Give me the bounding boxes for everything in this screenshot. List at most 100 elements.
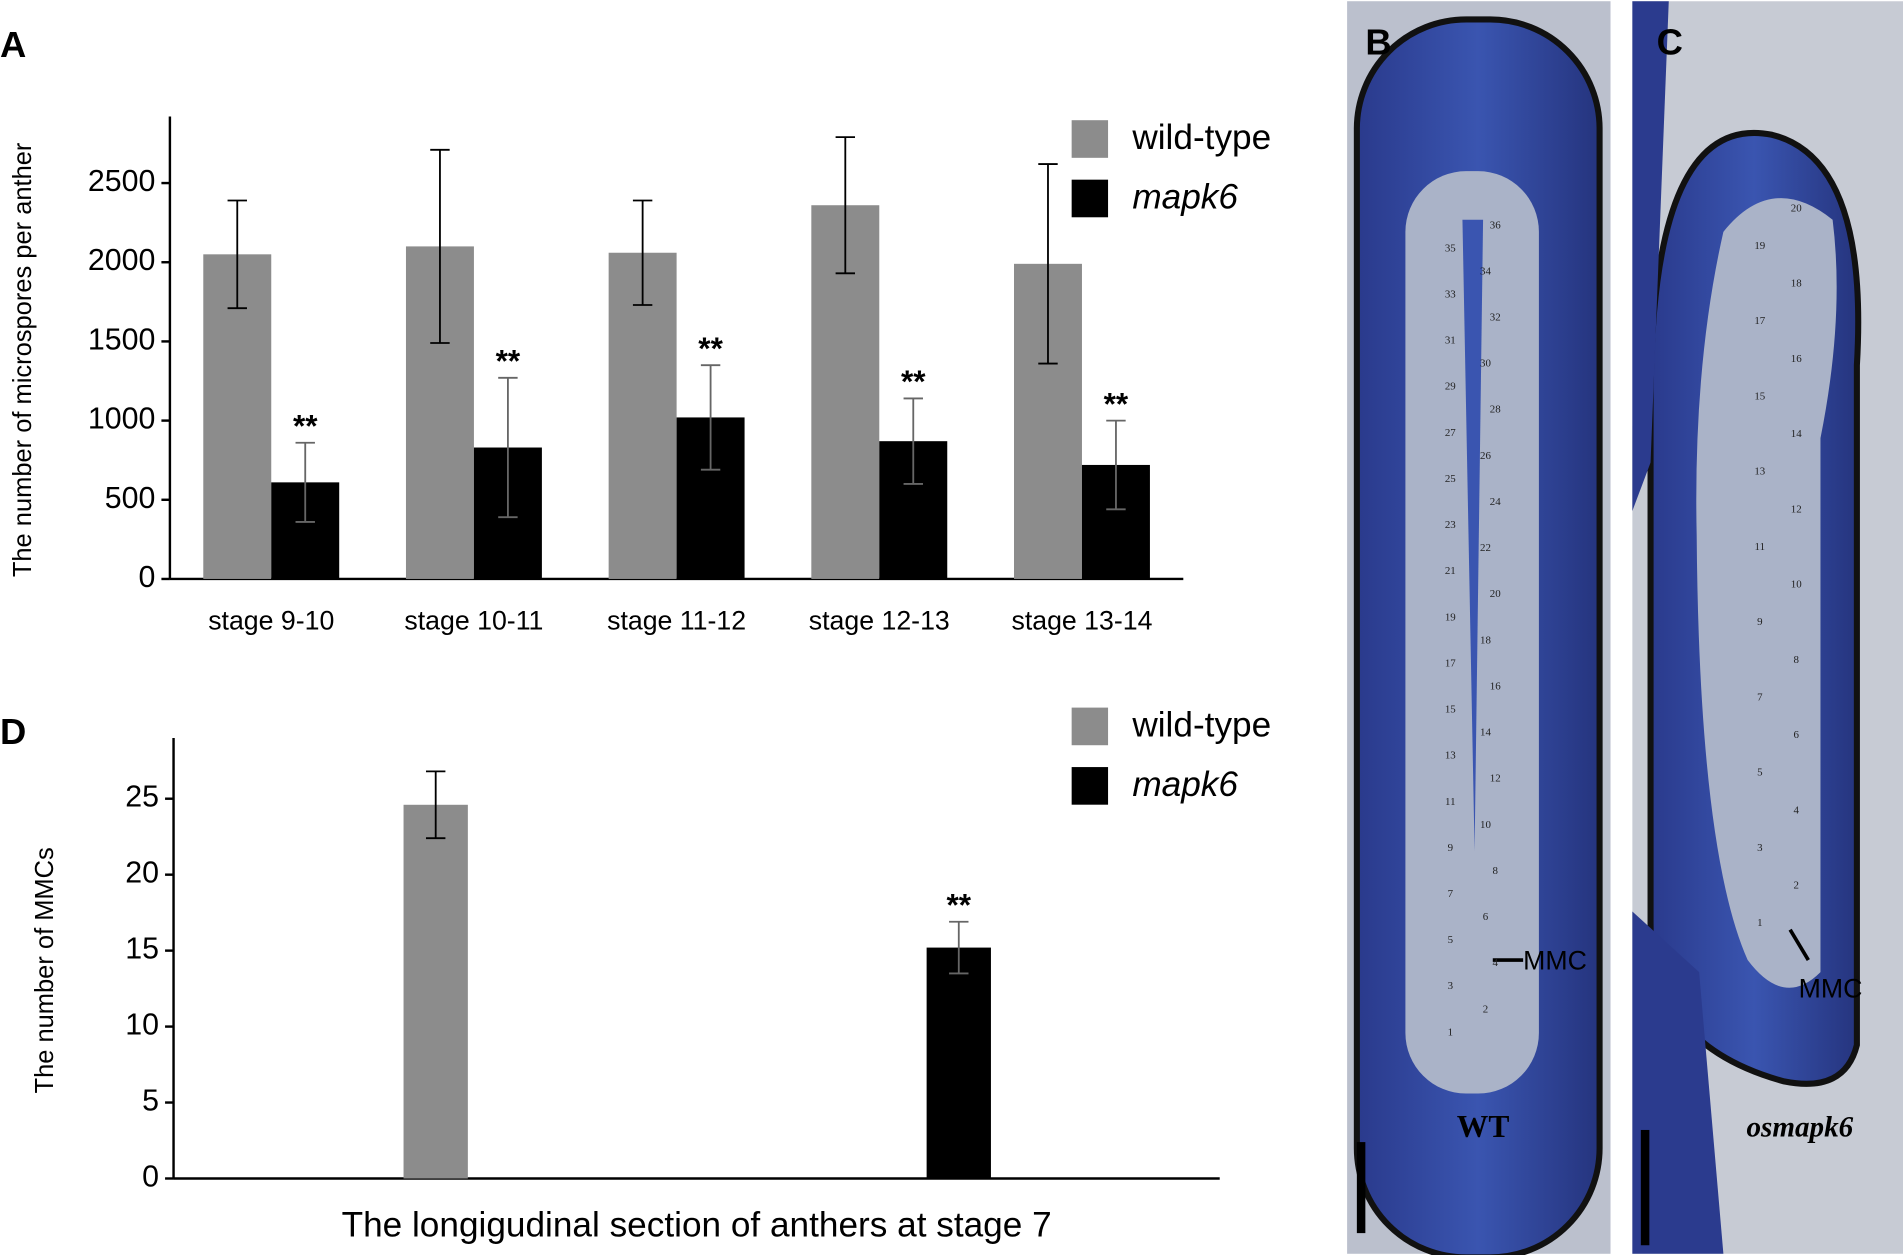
cell-label: 35 [1445,242,1456,254]
legend-swatch [1071,179,1109,218]
bar [403,804,468,1179]
significance: ** [293,408,318,444]
cell-label: 2 [1793,880,1798,892]
significance: ** [698,330,723,366]
cell-label: 29 [1445,381,1456,393]
y-tick-label: 1500 [88,323,155,356]
x-tick-label: stage 13-14 [1011,606,1152,636]
legend-swatch [1071,707,1109,746]
cell-label: 36 [1490,219,1501,231]
cell-label: 8 [1793,654,1799,666]
cell-label: 17 [1754,315,1765,327]
legend-label: wild-type [1131,118,1271,157]
legend-swatch [1071,767,1109,805]
cell-label: 12 [1490,773,1501,785]
cell-label: 21 [1445,565,1456,577]
cell-label: 20 [1791,202,1802,214]
cell-label: 9 [1448,842,1453,854]
cell-label: 7 [1448,888,1454,900]
y-tick-label: 25 [125,781,159,814]
cell-label: 25 [1445,473,1456,485]
y-tick-label: 1000 [88,403,155,436]
arrow [1788,928,1810,961]
arrow-label: MMC [1799,973,1863,1003]
significance: ** [947,887,972,923]
y-tick-label: 15 [125,933,159,966]
cell-label: 4 [1492,957,1498,969]
cell-label: 1 [1757,917,1762,929]
cell-label: 30 [1480,358,1491,370]
cell-label: 19 [1754,240,1765,252]
legend-label: mapk6 [1132,765,1238,804]
cell-label: 17 [1445,657,1456,669]
cell-label: 22 [1480,542,1491,554]
x-tick-label: stage 10-11 [404,606,543,636]
cell-label: 24 [1490,496,1501,508]
genotype-label: WT [1457,1109,1510,1144]
micrograph-c [1632,1,1903,1254]
cell-label: 19 [1445,611,1456,623]
cell-label: 6 [1793,729,1799,741]
cell-label: 23 [1445,519,1456,531]
cell-label: 9 [1757,616,1762,628]
y-axis-title: The number of microspores per anther [9,142,37,577]
significance: ** [901,363,926,399]
panel-label: C [1657,22,1683,63]
bar [926,947,991,1179]
cell-label: 26 [1480,450,1491,462]
cell-label: 20 [1490,588,1501,600]
arrow-label: MMC [1523,946,1587,976]
cell-label: 2 [1483,1003,1488,1015]
cell-label: 1 [1448,1026,1453,1038]
cell-label: 8 [1492,865,1498,877]
y-tick-label: 2000 [88,244,155,277]
cell-label: 15 [1754,390,1765,402]
x-tick-label: stage 12-13 [809,606,950,636]
y-tick-label: 500 [105,482,156,515]
cell-label: 28 [1490,404,1501,416]
cell-label: 3 [1757,842,1763,854]
cell-label: 10 [1791,579,1802,591]
cell-label: 13 [1754,466,1765,478]
significance: ** [496,343,521,379]
cell-label: 7 [1757,691,1763,703]
panel-label: A [0,24,26,65]
legend-label: mapk6 [1132,177,1238,216]
cell-label: 18 [1791,278,1802,290]
cell-label: 12 [1791,503,1802,515]
x-tick-label: stage 11-12 [607,606,746,636]
cell-label: 6 [1483,911,1489,923]
x-axis-title: The longigudinal section of anthers at s… [342,1205,1052,1244]
y-tick-label: 0 [138,561,155,594]
cell-label: 11 [1445,796,1456,808]
legend-label: wild-type [1131,705,1271,744]
cell-label: 10 [1480,819,1491,831]
panel-label: D [0,711,26,752]
cell-label: 15 [1445,704,1456,716]
panel-label: B [1365,22,1391,63]
cell-label: 31 [1445,335,1456,347]
y-axis-title: The number of MMCs [31,847,59,1093]
cell-label: 33 [1445,288,1456,300]
cell-label: 34 [1480,265,1491,277]
significance: ** [1104,385,1129,421]
bar [608,252,677,579]
x-tick-label: stage 9-10 [208,606,334,636]
cell-label: 18 [1480,634,1491,646]
cell-label: 3 [1448,980,1454,992]
genotype-label: osmapk6 [1746,1112,1853,1144]
y-tick-label: 0 [142,1161,159,1194]
cell-label: 11 [1755,541,1766,553]
cell-label: 5 [1757,767,1763,779]
cell-label: 27 [1445,427,1456,439]
cell-label: 14 [1480,727,1491,739]
cell-label: 32 [1490,312,1501,324]
micrograph-b [1347,1,1611,1255]
legend-swatch [1071,120,1109,158]
cell-label: 4 [1793,804,1799,816]
y-tick-label: 5 [142,1085,159,1118]
y-tick-label: 20 [125,857,159,890]
cell-label: 5 [1448,934,1454,946]
y-tick-label: 10 [125,1009,159,1042]
